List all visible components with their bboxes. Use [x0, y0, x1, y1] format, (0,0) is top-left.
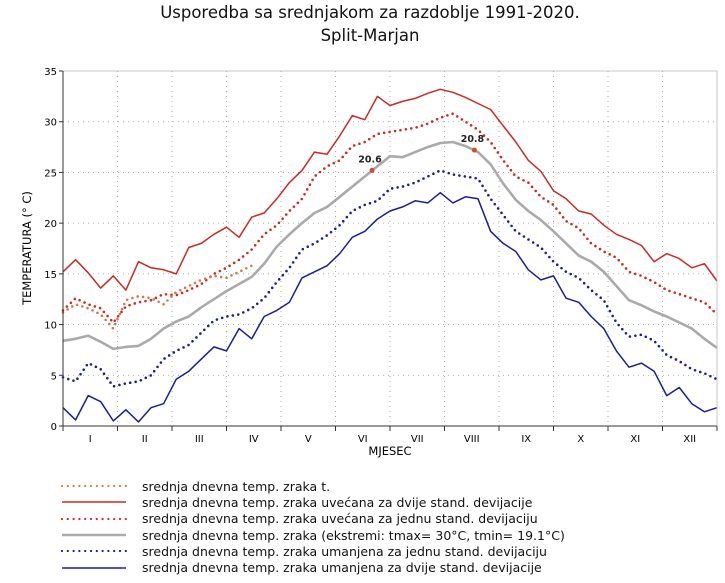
month-label: I — [89, 434, 92, 445]
x-axis-label: MJESEC — [368, 444, 411, 458]
month-label: XII — [683, 434, 696, 445]
chart-subtitle: Split-Marjan — [320, 26, 420, 45]
legend-label: srednja dnevna temp. zraka (ekstremi: tm… — [142, 527, 565, 543]
series-line-plus1 — [61, 112, 719, 324]
grid — [63, 71, 717, 426]
y-tick-label: 25 — [44, 168, 57, 179]
legend-label: srednja dnevna temp. zraka uvećana za je… — [142, 511, 538, 527]
legend-item-observed: srednja dnevna temp. zraka t. — [60, 478, 565, 494]
legend-item-mean: srednja dnevna temp. zraka (ekstremi: tm… — [60, 527, 565, 543]
series-line-observed — [61, 264, 253, 330]
month-label: VI — [358, 434, 368, 445]
legend-swatch — [60, 517, 128, 520]
annotation-label: 20.8 — [461, 134, 485, 145]
month-label: V — [305, 434, 312, 445]
legend-label: srednja dnevna temp. zraka umanjena za j… — [142, 543, 547, 559]
month-label: VIII — [464, 434, 480, 445]
legend-swatch — [60, 550, 128, 553]
annotation-marker — [471, 147, 477, 153]
legend-swatch — [62, 566, 126, 569]
y-tick-label: 10 — [44, 321, 57, 332]
y-tick-label: 30 — [44, 118, 57, 129]
legend: srednja dnevna temp. zraka t. srednja dne… — [60, 478, 565, 576]
series-line-plus2 — [62, 88, 718, 291]
month-label: III — [195, 434, 204, 445]
legend-swatch — [62, 501, 126, 504]
plot-frame — [62, 70, 718, 427]
legend-item-minus2: srednja dnevna temp. zraka umanjena za d… — [60, 559, 565, 575]
legend-swatch — [60, 485, 128, 488]
series-line-minus2 — [62, 191, 718, 423]
y-axis-label: TEMPERATURA (° C) — [20, 191, 34, 306]
month-label: XI — [630, 434, 640, 445]
month-label: II — [142, 434, 148, 445]
chart-title: Usporedba sa srednjakom za razdoblje 199… — [160, 3, 580, 22]
legend-item-minus1: srednja dnevna temp. zraka umanjena za j… — [60, 543, 565, 559]
month-label: X — [577, 434, 584, 445]
annotation-marker — [369, 167, 375, 173]
series-lines — [61, 88, 719, 423]
annotation-label: 20.6 — [358, 154, 382, 165]
legend-label: srednja dnevna temp. zraka t. — [142, 478, 331, 494]
y-tick-label: 0 — [51, 422, 57, 433]
y-tick-label: 35 — [44, 67, 57, 78]
month-label: IV — [249, 434, 259, 445]
legend-swatch — [62, 533, 126, 537]
y-tick-label: 15 — [44, 270, 57, 281]
annotations: 20.6 20.8 — [358, 134, 485, 173]
legend-label: srednja dnevna temp. zraka umanjena za d… — [142, 560, 542, 576]
legend-label: srednja dnevna temp. zraka uvećana za dv… — [142, 494, 533, 510]
month-label: IX — [521, 434, 531, 445]
y-tick-label: 20 — [44, 219, 57, 230]
legend-item-plus1: srednja dnevna temp. zraka uvećana za je… — [60, 511, 565, 527]
y-tick-label: 5 — [51, 371, 57, 382]
legend-item-plus2: srednja dnevna temp. zraka uvećana za dv… — [60, 494, 565, 510]
month-label: VII — [411, 434, 424, 445]
series-line-mean — [62, 140, 718, 351]
